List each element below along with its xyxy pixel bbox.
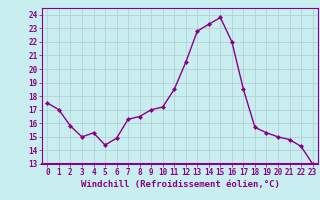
X-axis label: Windchill (Refroidissement éolien,°C): Windchill (Refroidissement éolien,°C): [81, 180, 279, 189]
